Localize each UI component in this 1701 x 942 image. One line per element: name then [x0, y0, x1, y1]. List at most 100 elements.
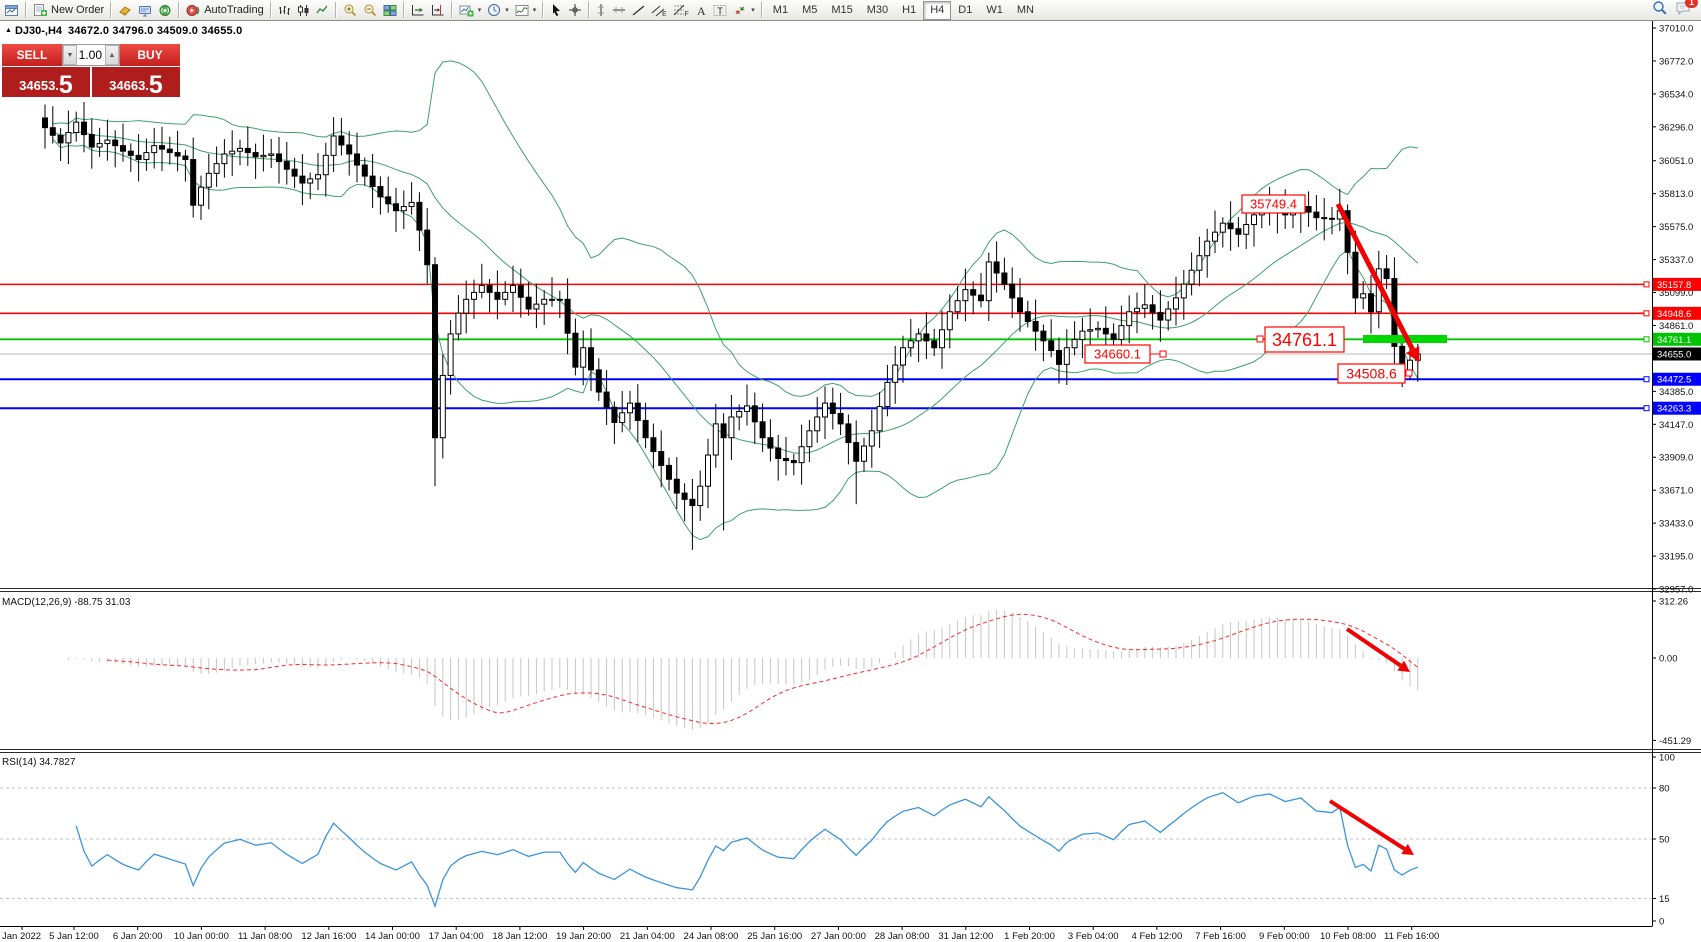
crosshair-icon[interactable]: [565, 2, 585, 19]
dropdown-caret-icon[interactable]: ▾: [505, 7, 509, 14]
zoom-out-icon-glyph: [363, 3, 377, 17]
macd-signal-line[interactable]: [107, 613, 1419, 725]
bar-chart-icon[interactable]: [275, 2, 294, 19]
zoom-in-icon-glyph: [343, 3, 357, 17]
arrows-glyph: [733, 4, 747, 17]
cursor-icon[interactable]: [547, 2, 565, 19]
auto-scroll-icon-glyph: [411, 4, 425, 17]
candlestick-chart-icon[interactable]: [294, 2, 313, 19]
volume-decrease-button[interactable]: ▼: [63, 45, 77, 65]
symbol-header: ▲ DJ30-,H4 34672.0 34796.0 34509.0 34655.0: [5, 25, 242, 37]
indicators-dropdown[interactable]: ▾: [512, 2, 540, 19]
text-icon[interactable]: A: [692, 2, 710, 19]
price-down-arrow[interactable]: [1335, 202, 1420, 362]
crosshair-icon-glyph: [568, 3, 582, 17]
tf-mn[interactable]: MN: [1010, 1, 1041, 20]
price-axis[interactable]: [1652, 21, 1701, 927]
time-axis[interactable]: [0, 926, 1701, 942]
fibonacci-icon[interactable]: F: [670, 2, 692, 19]
sell-button[interactable]: SELL: [2, 44, 62, 66]
price-axis-label: 35099.0: [1659, 288, 1693, 299]
new-order-glyph: [33, 3, 48, 17]
trendline-icon[interactable]: [629, 2, 648, 19]
line-anchor-square[interactable]: [1643, 405, 1650, 412]
rsi-header: RSI(14) 34.7827: [2, 757, 76, 768]
price-axis-label: 35575.0: [1659, 222, 1693, 233]
new-order-button[interactable]: New Order: [30, 2, 107, 19]
tf-w1[interactable]: W1: [979, 1, 1010, 20]
line-anchor-square[interactable]: [1643, 281, 1650, 288]
tile-windows-icon[interactable]: [380, 2, 400, 19]
rsi-line[interactable]: [75, 791, 1419, 909]
vertical-line-icon[interactable]: [593, 2, 609, 19]
chart-shift-icon[interactable]: [428, 2, 448, 19]
dropdown-caret-icon[interactable]: ▾: [532, 7, 537, 14]
svg-text:34761.1: 34761.1: [1272, 330, 1337, 350]
bollinger-lower-band[interactable]: [52, 138, 1419, 541]
package-icon[interactable]: [115, 2, 135, 19]
chart-plot-area[interactable]: [0, 21, 1652, 927]
line-anchor-square[interactable]: [1643, 336, 1650, 343]
autotrading-button[interactable]: AutoTrading: [183, 2, 267, 19]
tf-d1[interactable]: D1: [951, 1, 979, 20]
macd-down-arrow[interactable]: [1345, 627, 1410, 672]
line-chart-icon[interactable]: [313, 2, 332, 19]
tf-m30[interactable]: M30: [860, 1, 895, 20]
volume-value[interactable]: 1.00: [78, 48, 102, 62]
profiles-dropdown[interactable]: ▾: [484, 2, 512, 19]
tf-m5[interactable]: M5: [795, 1, 824, 20]
dropdown-caret-icon[interactable]: ▾: [751, 7, 755, 14]
chat-icon[interactable]: 1: [1675, 0, 1698, 20]
toolbar-separator: [110, 2, 113, 18]
axis-marker-34761.1: 34761.1: [1653, 332, 1701, 346]
time-axis-label: 9 Feb 00:00: [1259, 931, 1310, 942]
rsi-down-arrow[interactable]: [1328, 799, 1414, 855]
zoom-out-icon[interactable]: [360, 2, 380, 19]
macd-indicator: [67, 609, 1419, 730]
buy-price-panel[interactable]: 34663. 5: [92, 67, 180, 98]
svg-text:34263.3: 34263.3: [1657, 404, 1691, 415]
signals-icon[interactable]: [155, 2, 175, 19]
mid-level-label[interactable]: 34660.1: [1084, 344, 1167, 364]
price-axis-label: 33671.0: [1659, 486, 1693, 497]
equidistant-channel-icon[interactable]: E: [648, 2, 670, 19]
auto-scroll-icon[interactable]: [408, 2, 428, 19]
one-click-trading-widget: SELL ▼ 1.00 ▲ BUY 34653. 5 34663. 5: [2, 44, 180, 98]
volume-stepper[interactable]: ▼ 1.00 ▲: [62, 44, 120, 66]
notification-badge: 1: [1684, 0, 1698, 8]
hosting-icon[interactable]: [135, 2, 155, 19]
sell-price-panel[interactable]: 34653. 5: [2, 67, 90, 98]
panel-splitters: [0, 21, 1701, 927]
buy-button[interactable]: BUY: [120, 44, 180, 66]
bid-zone-label[interactable]: 34761.1: [1256, 326, 1345, 353]
toolbar-right-group: 1: [1652, 0, 1699, 20]
low-target-label[interactable]: 34508.6: [1337, 363, 1413, 384]
zoom-in-icon[interactable]: [340, 2, 360, 19]
tf-m1[interactable]: M1: [766, 1, 795, 20]
time-axis-label: 25 Jan 16:00: [747, 931, 802, 942]
package-icon-glyph: [118, 4, 132, 17]
search-icon[interactable]: [1652, 0, 1667, 20]
text-label-icon[interactable]: T: [710, 2, 730, 19]
tf-h1[interactable]: H1: [895, 1, 923, 20]
peak-price-label[interactable]: 35749.4: [1241, 194, 1306, 214]
horizontal-line-icon[interactable]: [609, 2, 629, 19]
line-anchor-square[interactable]: [1643, 376, 1650, 383]
svg-text:34508.6: 34508.6: [1346, 366, 1397, 382]
equidistant-channel-icon-glyph: E: [651, 4, 667, 17]
volume-increase-button[interactable]: ▲: [105, 45, 119, 65]
time-axis-label: 19 Jan 20:00: [556, 931, 611, 942]
svg-text:34948.6: 34948.6: [1657, 309, 1691, 320]
new-chart-dropdown[interactable]: ▾: [456, 2, 485, 19]
text-label-icon-glyph: T: [713, 4, 727, 17]
rsi-axis-label: 50: [1659, 835, 1670, 846]
toolbar-separator: [25, 2, 27, 18]
buy-price: 34663.: [109, 78, 149, 93]
dropdown-caret-icon[interactable]: ▾: [477, 7, 482, 14]
tf-m15[interactable]: M15: [824, 1, 859, 20]
line-anchor-square[interactable]: [1643, 310, 1650, 317]
arrows-dropdown[interactable]: ▾: [730, 2, 758, 19]
price-axis-label: 34147.0: [1659, 420, 1693, 431]
chart-window-icon[interactable]: [2, 2, 22, 19]
tf-h4[interactable]: H4: [923, 0, 952, 20]
